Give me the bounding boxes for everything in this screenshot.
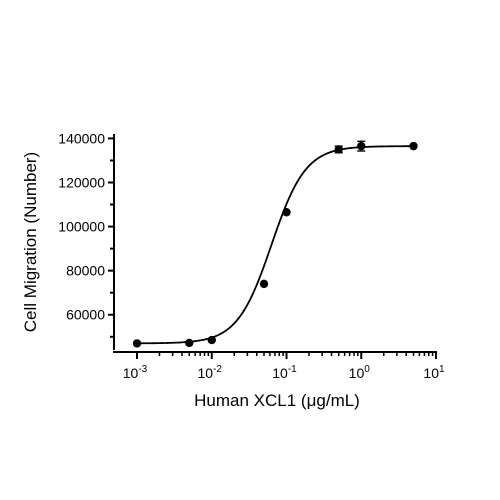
data-point	[409, 141, 418, 151]
y-tick-label: 120000	[58, 174, 105, 190]
x-tick-base: 10	[123, 365, 139, 381]
data-point	[334, 145, 343, 154]
x-tick-exponent: 1	[439, 364, 445, 375]
x-tick-exponent: -3	[138, 364, 147, 375]
x-tick-base: 10	[349, 365, 365, 381]
x-tick-exponent: -2	[213, 364, 222, 375]
y-tick-label: 100000	[58, 219, 105, 235]
data-point	[185, 338, 194, 348]
x-tick-label: 10-3	[123, 364, 148, 381]
x-tick-label: 101	[423, 364, 445, 381]
y-tick-label: 60000	[66, 307, 105, 323]
x-tick-base: 10	[198, 365, 214, 381]
x-axis-title: Human XCL1 (μg/mL)	[194, 391, 360, 410]
y-axis: 60000 80000 100000 120000 140000	[58, 130, 115, 350]
data-point	[207, 335, 216, 345]
data-point	[259, 279, 269, 289]
y-tick-label: 140000	[58, 130, 105, 146]
y-axis-title: Cell Migration (Number)	[21, 152, 40, 332]
x-tick-exponent: 0	[364, 364, 370, 375]
data-point	[282, 208, 291, 217]
x-axis: 10-3 10-2 10-1 100 101	[113, 351, 445, 381]
data-point	[132, 339, 142, 348]
fit-curve-layer	[137, 145, 414, 345]
y-tick-label: 80000	[66, 263, 105, 279]
x-tick-label: 10-1	[272, 364, 297, 381]
data-points-layer	[132, 140, 418, 348]
data-point	[357, 141, 366, 151]
x-tick-label: 100	[349, 364, 371, 381]
x-tick-label: 10-2	[198, 364, 223, 381]
x-tick-base: 10	[423, 365, 439, 381]
fit-curve	[137, 145, 414, 345]
x-tick-exponent: -1	[288, 364, 297, 375]
x-tick-base: 10	[272, 365, 288, 381]
